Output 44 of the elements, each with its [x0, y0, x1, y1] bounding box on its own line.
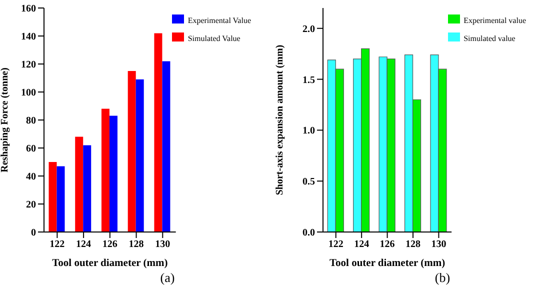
bar: [109, 116, 118, 232]
x-tick-label: 130: [155, 239, 170, 250]
x-axis-title: Tool outer diameter (mm): [52, 258, 168, 269]
text: (b): [434, 270, 452, 286]
x-tick-label: 130: [431, 239, 446, 250]
legend-label: Simulated value: [464, 34, 516, 43]
legend-label: Experimental Value: [188, 16, 251, 25]
bar: [83, 145, 92, 232]
x-tick-label: 126: [380, 239, 395, 250]
y-tick-label: 60: [26, 144, 36, 155]
x-tick-label: 122: [328, 239, 344, 250]
x-tick-label: 128: [128, 239, 144, 250]
y-tick-label: 80: [26, 116, 36, 127]
y-tick-label: 20: [26, 200, 36, 211]
bar: [162, 61, 170, 232]
y-tick-label: 0: [31, 228, 36, 239]
bar: [154, 33, 162, 232]
x-tick-label: 126: [102, 239, 118, 250]
y-axis-title: Reshaping Force (tonne): [0, 68, 11, 172]
y-tick-label: 160: [21, 4, 36, 15]
y-tick-label: 0.0: [302, 228, 315, 239]
y-tick-label: 100: [21, 88, 36, 99]
x-tick-label: 124: [76, 239, 92, 250]
x-tick-label: 122: [50, 239, 65, 250]
bar: [128, 71, 136, 232]
bar: [75, 136, 84, 232]
bar: [101, 108, 110, 232]
bar: [136, 79, 144, 232]
y-tick-label: 2.0: [302, 24, 315, 35]
y-axis-title: Short-axis expansion amount (mm): [274, 44, 286, 196]
y-tick-label: 40: [26, 172, 36, 183]
y-tick-label: 0.5: [302, 176, 315, 188]
y-tick-label: 1.5: [302, 74, 315, 86]
x-tick-label: 128: [406, 239, 421, 250]
y-tick-label: 120: [21, 60, 36, 71]
text: (a): [159, 270, 176, 286]
x-axis-title: Tool outer diameter (mm): [330, 258, 446, 269]
legend-label: Experimental value: [464, 16, 526, 25]
x-tick-label: 124: [354, 239, 370, 250]
bar: [48, 162, 57, 232]
y-tick-label: 1.0: [302, 126, 315, 137]
y-tick-label: 140: [21, 32, 36, 43]
bar: [56, 166, 65, 232]
legend-label: Simulated Value: [188, 34, 240, 43]
